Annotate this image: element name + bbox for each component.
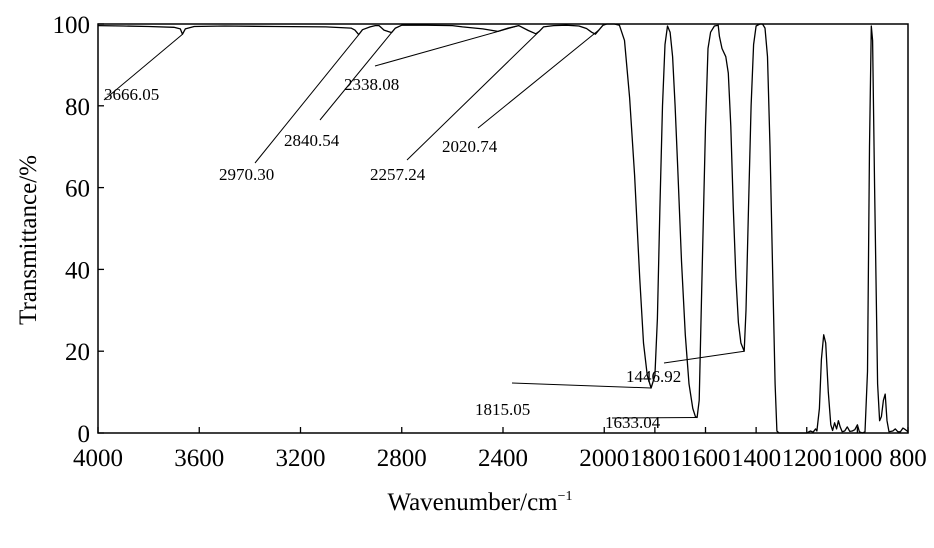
- series-line: [97, 23, 909, 434]
- peak-label: 2257.24: [370, 165, 426, 184]
- peak-leader-line: [319, 32, 393, 121]
- peak-label: 1633.04: [605, 413, 661, 432]
- x-axis-title-text: Wavenumber/cm: [387, 489, 558, 516]
- peak-leader-line: [611, 416, 698, 419]
- y-tick-label: 0: [78, 421, 91, 448]
- x-tick-label: 2400: [478, 445, 528, 472]
- x-tick-label: 1800: [630, 445, 680, 472]
- x-tick-label: 1400: [731, 445, 781, 472]
- peak-leader-line: [511, 382, 652, 389]
- x-tick-label: 3600: [174, 445, 224, 472]
- peak-label: 2840.54: [284, 131, 340, 150]
- x-axis-title: Wavenumber/cm−1: [387, 489, 572, 516]
- peak-leader-line: [477, 29, 600, 129]
- x-tick-label: 4000: [73, 445, 123, 472]
- y-tick-label: 40: [65, 257, 90, 284]
- y-tick-label: 20: [65, 339, 90, 366]
- peak-label: 2338.08: [344, 75, 399, 94]
- peak-leader-line: [374, 25, 519, 67]
- x-tick-label: 800: [889, 445, 927, 472]
- y-tick-label: 100: [53, 12, 91, 39]
- peak-leader-line: [406, 31, 540, 161]
- x-tick-label: 1200: [782, 445, 832, 472]
- peak-label: 2020.74: [442, 137, 498, 156]
- plot-frame: [97, 23, 909, 434]
- peak-label: 2970.30: [219, 165, 274, 184]
- y-tick-label: 60: [65, 176, 90, 203]
- y-tick-label: 80: [65, 94, 90, 121]
- peak-leader-line: [103, 33, 183, 101]
- peak-leader-line: [254, 34, 360, 164]
- peak-annotations: 3666.05 2970.30 2840.54 2338.08 2257.24 2020.…: [103, 25, 745, 432]
- x-axis-title-superscript: −1: [558, 489, 573, 504]
- x-tick-label: 1600: [681, 445, 731, 472]
- peak-label: 1815.05: [475, 400, 530, 419]
- x-tick-label: 2800: [377, 445, 427, 472]
- peak-label: 3666.05: [104, 85, 159, 104]
- x-tick-label: 3200: [276, 445, 326, 472]
- x-tick-label: 1000: [832, 445, 882, 472]
- x-tick-label: 2000: [579, 445, 629, 472]
- peak-leader-line: [663, 350, 745, 364]
- y-axis-title: Transmittance/%: [15, 155, 42, 325]
- axis-tick-labels: 4000 3600 3200 2800 2400 2000 1800 1600 1400 1200…: [53, 12, 927, 472]
- peak-label: 1446.92: [626, 367, 681, 386]
- axis-ticks: [97, 23, 909, 434]
